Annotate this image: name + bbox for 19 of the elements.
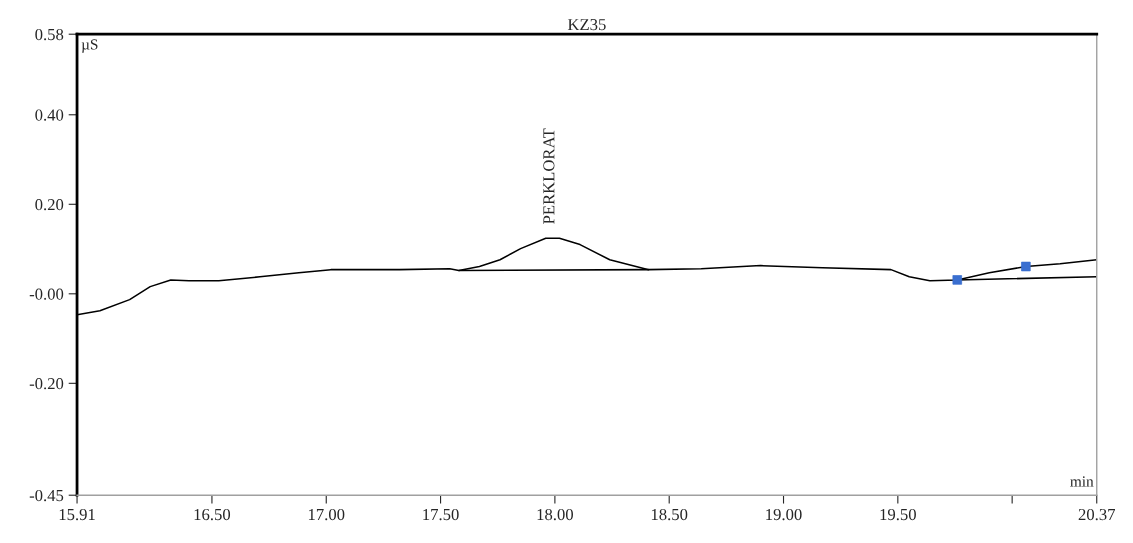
y-tick-label: -0.20: [29, 378, 64, 390]
y-tick-label: 0.40: [35, 109, 64, 121]
x-tick-label: 18.50: [651, 508, 688, 521]
y-axis-title: µS: [81, 39, 98, 53]
x-tick-label: 16.50: [194, 508, 231, 521]
x-tick-label: 18.00: [537, 508, 573, 521]
x-tick-label: 20.37: [1078, 508, 1116, 521]
annotation: PERKLORAT: [543, 128, 555, 224]
x-tick-label: 17.00: [308, 508, 345, 521]
chart-title: KZ35: [567, 19, 606, 31]
y-tick-label: -0.45: [29, 489, 64, 502]
y-tick-label: 0.20: [35, 198, 64, 211]
x-tick-label: 19.00: [766, 508, 802, 521]
x-tick-label: 17.50: [423, 508, 459, 521]
x-tick-label: 15.91: [59, 508, 95, 521]
x-tick-label: 19.50: [880, 508, 916, 521]
x-axis-title: min: [1070, 476, 1094, 487]
y-tick-label: 0.58: [35, 28, 64, 41]
y-tick-label: -0.00: [29, 288, 64, 300]
